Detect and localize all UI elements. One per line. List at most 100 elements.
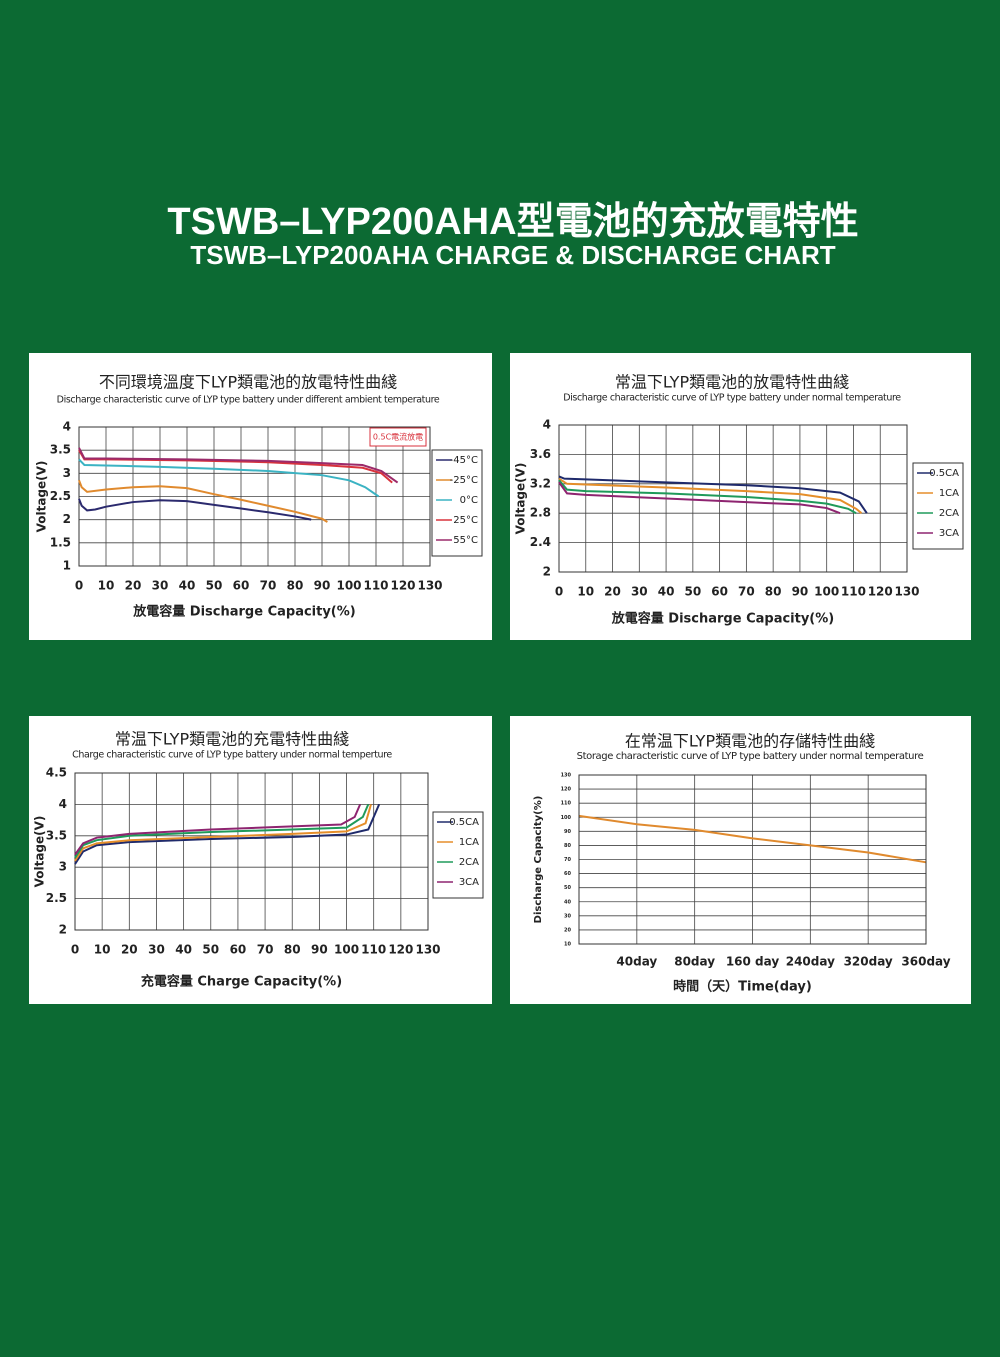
chart-title: 不同環境溫度下LYP類電池的放電特性曲綫	[99, 373, 397, 392]
y-tick-label: 10	[564, 942, 571, 948]
x-tick-label: 50	[202, 943, 219, 957]
plot-frame	[74, 772, 429, 931]
x-tick-label: 30	[148, 943, 165, 957]
data-line	[578, 814, 927, 864]
x-tick-label: 10	[577, 585, 594, 599]
page-subtitle: TSWB–LYP200AHA CHARGE & DISCHARGE CHART	[190, 240, 835, 270]
y-tick-label: 90	[564, 829, 571, 835]
chart-subtitle: Discharge characteristic curve of LYP ty…	[563, 393, 901, 404]
legend-box	[432, 811, 484, 899]
chart-subtitle: Storage characteristic curve of LYP type…	[577, 751, 924, 762]
x-tick-label: 130	[894, 585, 919, 599]
legend-box	[912, 462, 964, 550]
x-tick-label: 0	[75, 579, 83, 593]
data-line	[78, 458, 380, 498]
data-line	[74, 804, 370, 859]
x-tick-label: 70	[738, 585, 755, 599]
y-tick-label: 2	[59, 923, 67, 937]
y-tick-label: 2.5	[46, 891, 67, 905]
x-axis-label: 充電容量 Charge Capacity(%)	[141, 974, 342, 990]
y-tick-label: 2.5	[50, 489, 71, 503]
data-line	[558, 477, 863, 514]
legend-label: 2CA	[939, 508, 959, 519]
x-tick-label: 360day	[901, 955, 950, 969]
x-tick-label: 80	[287, 579, 304, 593]
x-tick-label: 80	[284, 943, 301, 957]
y-tick-label: 100	[561, 815, 572, 821]
y-axis-label: Voltage(V)	[33, 816, 47, 888]
chart-title: 在常温下LYP類電池的存儲特性曲綫	[625, 732, 875, 751]
x-tick-label: 100	[814, 585, 839, 599]
y-tick-label: 50	[564, 885, 571, 891]
data-line	[78, 447, 399, 484]
x-tick-label: 120	[868, 585, 893, 599]
panel	[510, 716, 971, 1004]
chart-title: 常温下LYP類電池的充電特性曲綫	[115, 730, 349, 749]
x-tick-label: 100	[334, 943, 359, 957]
legend-label: 25°C	[453, 515, 478, 526]
annotation: 0.5C電流放電	[373, 432, 423, 442]
x-tick-label: 50	[206, 579, 223, 593]
x-axis-label: 放電容量 Discharge Capacity(%)	[132, 604, 355, 620]
x-tick-label: 90	[314, 579, 331, 593]
x-tick-label: 20	[604, 585, 621, 599]
y-tick-label: 60	[564, 871, 571, 877]
y-tick-label: 120	[561, 787, 572, 793]
y-tick-label: 2.8	[530, 506, 551, 520]
x-tick-label: 110	[841, 585, 866, 599]
chart-subtitle: Discharge characteristic curve of LYP ty…	[57, 395, 440, 406]
legend-label: 0°C	[460, 495, 478, 506]
plot-frame	[558, 424, 908, 573]
data-line	[558, 481, 841, 515]
y-tick-label: 4	[543, 418, 551, 432]
y-tick-label: 4	[59, 797, 67, 811]
y-tick-label: 1	[63, 559, 71, 573]
x-tick-label: 120	[390, 579, 415, 593]
x-tick-label: 0	[71, 943, 79, 957]
x-tick-label: 30	[631, 585, 648, 599]
x-tick-label: 160 day	[726, 955, 780, 969]
data-line	[78, 479, 328, 523]
x-tick-label: 50	[684, 585, 701, 599]
legend-label: 0.5CA	[449, 817, 479, 828]
legend-label: 1CA	[939, 488, 959, 499]
x-tick-label: 30	[152, 579, 169, 593]
x-tick-label: 0	[555, 585, 563, 599]
y-tick-label: 3.2	[530, 476, 551, 490]
y-tick-label: 3.5	[46, 828, 67, 842]
y-tick-label: 80	[564, 843, 571, 849]
legend-label: -45°C	[450, 455, 478, 466]
annotation-box	[369, 427, 427, 447]
y-axis-label: Voltage(V)	[514, 463, 528, 535]
x-tick-label: 130	[417, 579, 442, 593]
y-tick-label: 20	[564, 927, 571, 933]
x-axis-label: 放電容量 Discharge Capacity(%)	[611, 611, 834, 627]
legend-label: 0.5CA	[929, 468, 959, 479]
x-axis-label: 時間（天）Time(day)	[673, 979, 812, 995]
x-tick-label: 40	[175, 943, 192, 957]
y-tick-label: 30	[564, 913, 571, 919]
x-tick-label: 60	[233, 579, 250, 593]
x-tick-label: 10	[98, 579, 115, 593]
x-tick-label: 70	[257, 943, 274, 957]
x-tick-label: 110	[361, 943, 386, 957]
x-tick-label: 240day	[786, 955, 835, 969]
data-line	[78, 498, 312, 521]
x-tick-label: 120	[388, 943, 413, 957]
chart-subtitle: Charge characteristic curve of LYP type …	[72, 750, 392, 761]
data-line	[558, 479, 857, 515]
x-tick-label: 60	[711, 585, 728, 599]
x-tick-label: 40day	[616, 955, 657, 969]
page-title: TSWB–LYP200AHA型電池的充放電特性	[167, 201, 858, 243]
x-tick-label: 320day	[844, 955, 893, 969]
x-tick-label: 100	[336, 579, 361, 593]
y-tick-label: 3.6	[530, 447, 551, 461]
x-tick-label: 80	[765, 585, 782, 599]
chart-title: 常温下LYP類電池的放電特性曲綫	[615, 373, 849, 392]
y-tick-label: 2.4	[530, 535, 551, 549]
y-tick-label: 4	[63, 420, 71, 434]
y-axis-label: Voltage(V)	[35, 461, 49, 533]
y-tick-label: 4.5	[46, 766, 67, 780]
